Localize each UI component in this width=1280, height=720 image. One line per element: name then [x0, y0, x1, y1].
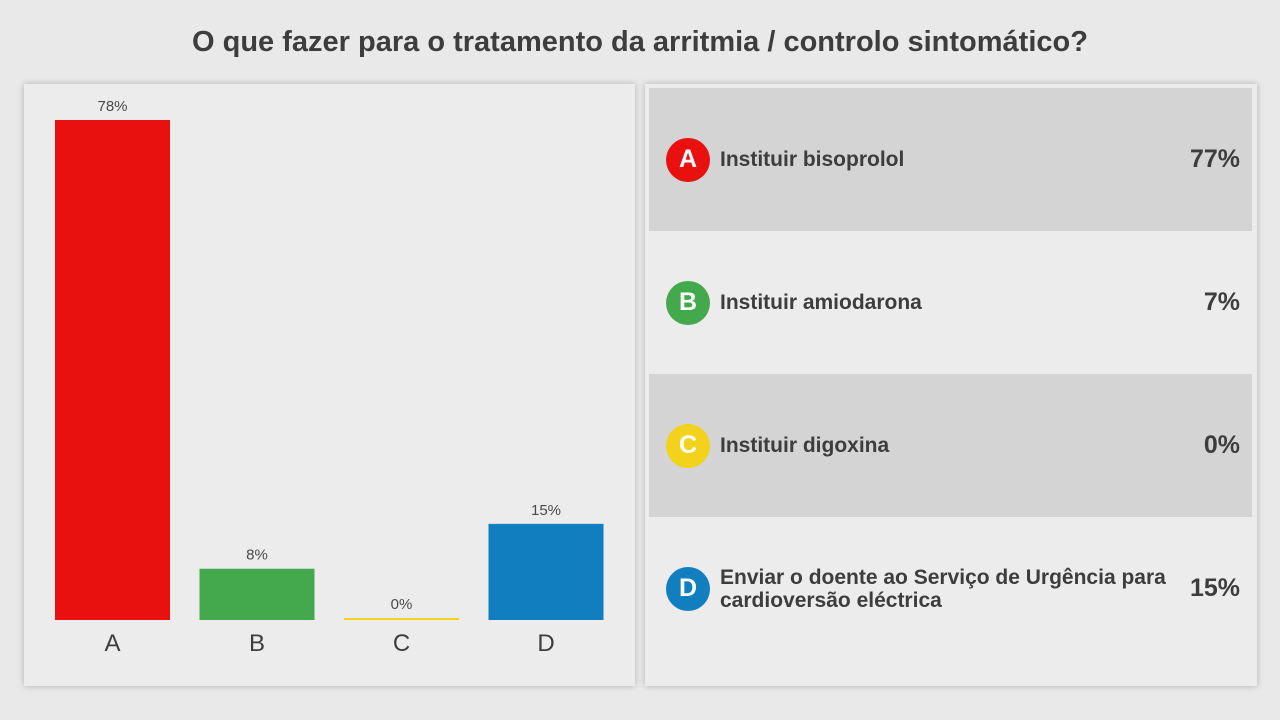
option-badge-b: B [666, 280, 710, 325]
bar-d [488, 523, 604, 620]
x-tick-label-d: D [537, 630, 554, 657]
option-badge-a: A [666, 137, 710, 182]
bar-a [55, 120, 170, 620]
option-percent-b: 7% [1203, 288, 1240, 316]
bar-value-label-a: 78% [97, 98, 127, 115]
option-percent-c: 0% [1203, 431, 1240, 459]
x-tick-label-b: B [249, 630, 265, 657]
bar-value-label-d: 15% [531, 502, 561, 519]
answer-options-panel: A Instituir bisoprolol 77% B Instituir a… [645, 84, 1257, 686]
option-percent-d: 15% [1189, 574, 1240, 602]
option-row-c[interactable]: C Instituir digoxina 0% [649, 374, 1252, 517]
option-badge-c: C [666, 423, 710, 468]
option-label-a: Instituir bisoprolol [720, 148, 905, 171]
bar-value-label-c: 0% [391, 596, 413, 613]
option-label-c: Instituir digoxina [720, 434, 890, 457]
option-row-d[interactable]: D Enviar o doente ao Serviço de Urgência… [649, 517, 1252, 660]
bar-value-label-b: 8% [246, 547, 268, 564]
x-tick-label-a: A [104, 630, 120, 657]
option-row-b[interactable]: B Instituir amiodarona 7% [649, 231, 1252, 374]
option-row-a[interactable]: A Instituir bisoprolol 77% [649, 88, 1252, 231]
option-percent-a: 77% [1189, 145, 1240, 173]
bar-c [344, 618, 459, 620]
option-label-d: Enviar o doente ao Serviço de Urgência p… [720, 565, 1166, 612]
x-tick-label-c: C [393, 630, 410, 657]
bar-chart: 78% A 8% B 0% C 15% D [55, 98, 604, 657]
bar-b [199, 568, 315, 620]
bar-chart-panel: 78% A 8% B 0% C 15% D [24, 84, 635, 686]
option-badge-d: D [666, 566, 710, 611]
option-label-b: Instituir amiodarona [720, 291, 922, 314]
page-title: O que fazer para o tratamento da arritmi… [192, 26, 1088, 58]
